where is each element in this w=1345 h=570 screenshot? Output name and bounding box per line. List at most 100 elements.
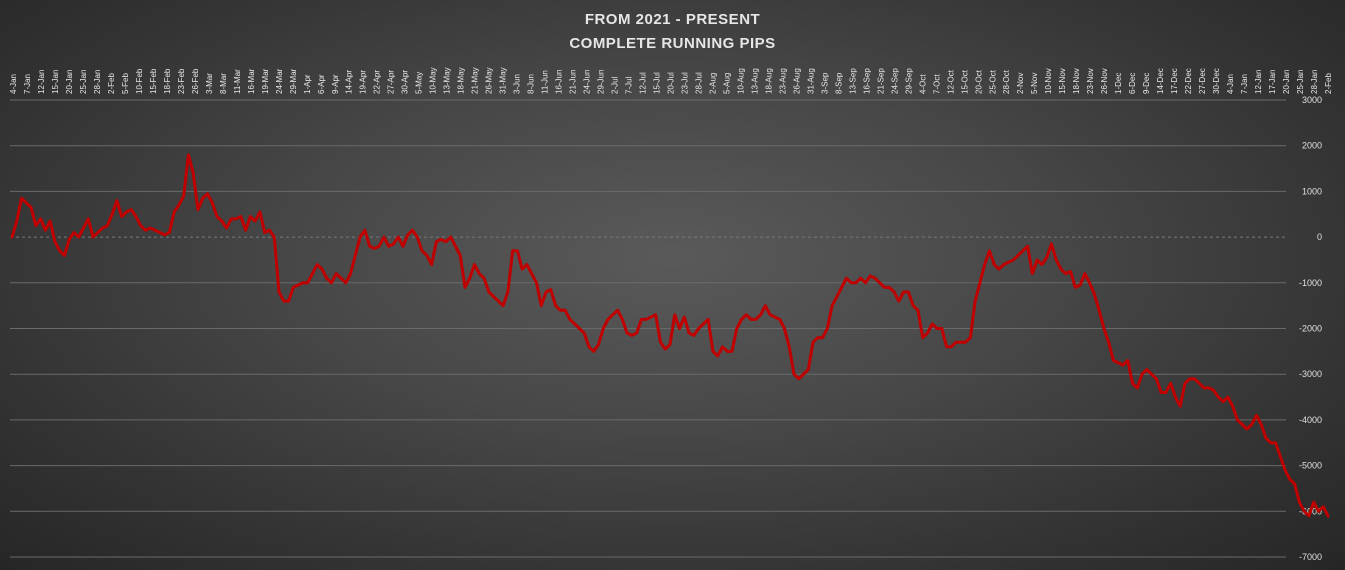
x-tick-label-70: 25-Oct xyxy=(988,69,997,94)
x-tick-label-53: 13-Aug xyxy=(750,68,759,94)
x-tick-label-27: 27-Apr xyxy=(387,70,396,94)
x-tick-label-77: 23-Nov xyxy=(1086,68,1095,94)
x-tick-label-84: 22-Dec xyxy=(1184,68,1193,94)
x-tick-label-94: 2-Feb xyxy=(1324,73,1333,94)
x-tick-label-64: 29-Sep xyxy=(904,68,913,94)
x-tick-label-17: 16-Mar xyxy=(247,68,256,94)
x-tick-label-33: 21-May xyxy=(471,67,480,94)
x-tick-label-62: 21-Sep xyxy=(876,68,885,94)
x-tick-label-68: 15-Oct xyxy=(960,69,969,94)
x-tick-label-52: 10-Aug xyxy=(736,68,745,94)
x-tick-label-41: 24-Jun xyxy=(583,70,592,94)
x-tick-label-30: 10-May xyxy=(429,67,438,94)
x-tick-label-23: 9-Apr xyxy=(331,74,340,94)
x-tick-label-44: 7-Jul xyxy=(625,76,634,94)
x-tick-label-36: 3-Jun xyxy=(513,74,522,94)
x-tick-label-5: 25-Jan xyxy=(79,70,88,94)
x-tick-label-89: 12-Jan xyxy=(1254,70,1263,94)
x-tick-label-91: 20-Jan xyxy=(1282,70,1291,94)
x-tick-label-85: 27-Dec xyxy=(1198,68,1207,94)
x-tick-label-92: 25-Jan xyxy=(1296,70,1305,94)
x-tick-label-71: 28-Oct xyxy=(1002,69,1011,94)
x-tick-label-10: 15-Feb xyxy=(149,68,158,94)
x-tick-label-32: 18-May xyxy=(457,67,466,94)
x-tick-label-14: 3-Mar xyxy=(205,73,214,94)
x-tick-label-86: 30-Dec xyxy=(1212,68,1221,94)
x-tick-label-28: 30-Apr xyxy=(401,70,410,94)
x-tick-label-87: 4-Jan xyxy=(1226,74,1235,94)
x-tick-label-47: 20-Jul xyxy=(667,72,676,94)
x-tick-label-61: 16-Sep xyxy=(862,68,871,94)
y-tick-label-4: -1000 xyxy=(1299,278,1322,288)
x-tick-label-82: 14-Dec xyxy=(1156,68,1165,94)
x-tick-label-2: 12-Jan xyxy=(37,70,46,94)
x-tick-label-9: 10-Feb xyxy=(135,68,144,94)
x-tick-label-78: 26-Nov xyxy=(1100,68,1109,94)
x-tick-label-19: 24-Mar xyxy=(275,68,284,94)
x-tick-label-48: 23-Jul xyxy=(681,72,690,94)
y-tick-label-6: -3000 xyxy=(1299,369,1322,379)
x-tick-label-50: 2-Aug xyxy=(709,73,718,94)
x-tick-label-90: 17-Jan xyxy=(1268,70,1277,94)
x-tick-label-3: 15-Jan xyxy=(51,70,60,94)
x-tick-label-20: 29-Mar xyxy=(289,68,298,94)
x-tick-label-54: 18-Aug xyxy=(764,68,773,94)
x-tick-label-69: 20-Oct xyxy=(974,69,983,94)
y-tick-label-5: -2000 xyxy=(1299,324,1322,334)
x-tick-label-67: 12-Oct xyxy=(946,69,955,94)
x-tick-label-25: 19-Apr xyxy=(359,70,368,94)
x-tick-label-15: 8-Mar xyxy=(219,73,228,94)
x-tick-label-75: 15-Nov xyxy=(1058,68,1067,94)
x-tick-label-40: 21-Jun xyxy=(569,70,578,94)
x-tick-label-83: 17-Dec xyxy=(1170,68,1179,94)
series-layer xyxy=(10,153,1330,518)
x-tick-label-45: 12-Jul xyxy=(639,72,648,94)
x-tick-label-8: 5-Feb xyxy=(121,73,130,94)
x-tick-label-56: 26-Aug xyxy=(792,68,801,94)
x-tick-label-13: 26-Feb xyxy=(191,68,200,94)
x-tick-label-88: 7-Jan xyxy=(1240,74,1249,94)
x-tick-label-29: 5-May xyxy=(415,72,424,94)
x-tick-label-59: 8-Sep xyxy=(834,72,843,94)
x-tick-label-60: 13-Sep xyxy=(848,68,857,94)
x-tick-label-0: 4-Jan xyxy=(9,74,18,94)
x-tick-label-93: 28-Jan xyxy=(1310,70,1319,94)
x-tick-label-35: 31-May xyxy=(499,67,508,94)
gridlines xyxy=(10,99,1286,558)
x-tick-label-31: 13-May xyxy=(443,67,452,94)
y-tick-label-0: 3000 xyxy=(1302,95,1322,105)
x-tick-label-49: 28-Jul xyxy=(695,72,704,94)
x-tick-label-12: 23-Feb xyxy=(177,68,186,94)
x-tick-label-79: 1-Dec xyxy=(1114,73,1123,94)
x-tick-label-51: 5-Aug xyxy=(723,73,732,94)
x-tick-label-58: 3-Sep xyxy=(820,72,829,94)
x-tick-label-80: 6-Dec xyxy=(1128,73,1137,94)
x-tick-label-73: 5-Nov xyxy=(1030,73,1039,94)
x-tick-label-22: 6-Apr xyxy=(317,74,326,94)
x-tick-label-38: 11-Jun xyxy=(541,70,550,94)
chart-title-line-2: COMPLETE RUNNING PIPS xyxy=(569,35,776,52)
y-tick-label-8: -5000 xyxy=(1299,461,1322,471)
y-axis-tick-labels: 3000200010000-1000-2000-3000-4000-5000-6… xyxy=(1299,95,1322,562)
series-line-0 xyxy=(10,153,1330,518)
x-tick-label-81: 9-Dec xyxy=(1142,73,1151,94)
y-tick-label-2: 1000 xyxy=(1302,186,1322,196)
x-tick-label-34: 26-May xyxy=(485,67,494,94)
x-tick-label-43: 2-Jul xyxy=(611,76,620,94)
x-tick-label-16: 11-Mar xyxy=(233,69,242,94)
x-axis-tick-labels: 4-Jan 7-Jan 12-Jan 15-Jan 20-Jan 25-Jan 28-Jan… xyxy=(9,67,1333,94)
x-tick-label-74: 10-Nov xyxy=(1044,68,1053,94)
x-tick-label-21: 1-Apr xyxy=(303,74,312,94)
x-tick-label-63: 24-Sep xyxy=(890,68,899,94)
x-tick-label-76: 18-Nov xyxy=(1072,68,1081,94)
x-tick-label-66: 7-Oct xyxy=(932,74,941,94)
chart-title-line-1: FROM 2021 - PRESENT xyxy=(584,11,761,28)
x-tick-label-39: 16-Jun xyxy=(555,70,564,94)
x-tick-label-37: 8-Jun xyxy=(527,74,536,94)
x-tick-label-65: 4-Oct xyxy=(918,74,927,94)
x-tick-label-24: 14-Apr xyxy=(345,70,354,94)
x-tick-label-55: 23-Aug xyxy=(778,68,787,94)
y-tick-label-7: -4000 xyxy=(1299,415,1322,425)
